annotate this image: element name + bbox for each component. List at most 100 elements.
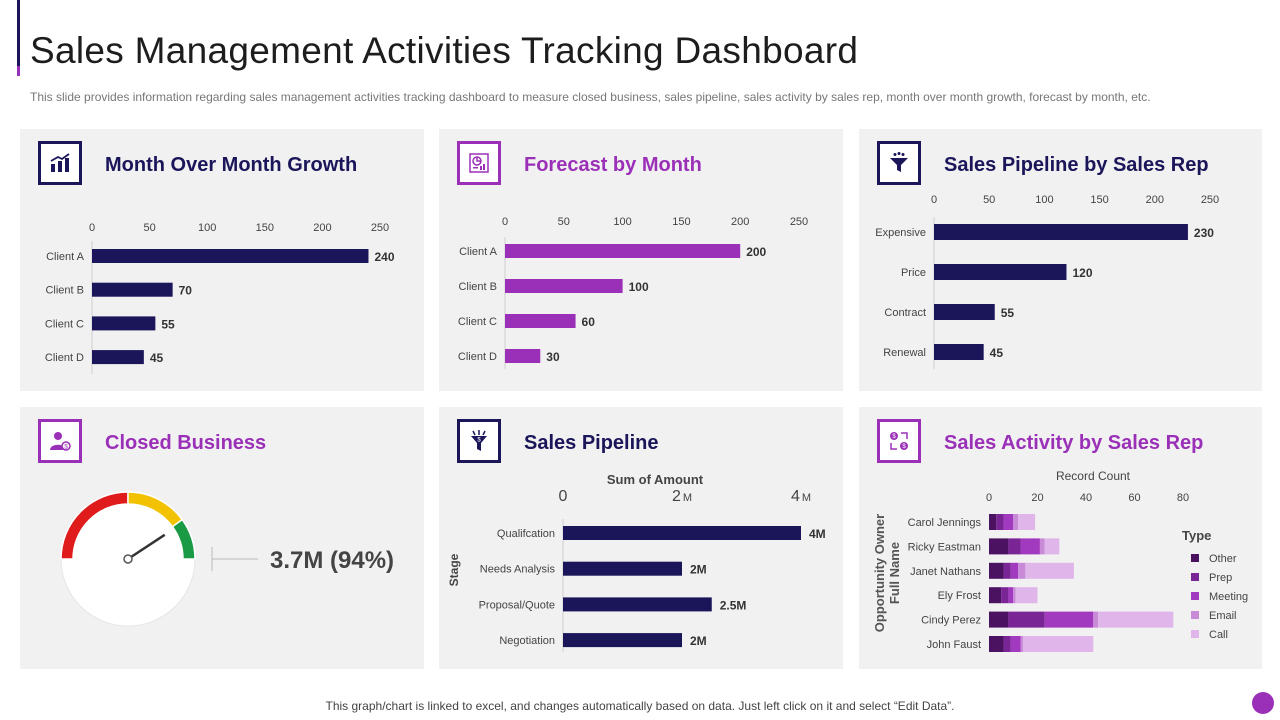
funnel-icon — [877, 141, 921, 185]
category-label: Needs Analysis — [480, 564, 556, 576]
x-tick-label: 0 — [502, 216, 508, 228]
stacked-bar-segment — [989, 587, 1002, 604]
legend-swatch — [1191, 592, 1199, 600]
stacked-bar-segment — [1044, 611, 1094, 628]
panel-pipeline-by-rep: Sales Pipeline by Sales Rep 0 50 100 150 200… — [859, 129, 1262, 391]
value-label: 2M — [690, 563, 707, 577]
panel-forecast: Forecast by Month 0 50 100 150 200 250 Client … — [439, 129, 843, 391]
stacked-bar-segment — [989, 514, 997, 530]
bar — [92, 316, 156, 331]
bar — [934, 304, 995, 320]
category-label: Client D — [458, 351, 497, 363]
value-label: 55 — [1001, 306, 1015, 320]
bar — [505, 244, 741, 258]
chart-report-icon — [457, 141, 501, 185]
stacked-bar-segment — [1003, 562, 1011, 579]
value-label: 30 — [546, 350, 560, 364]
x-tick-label: 200 — [731, 216, 749, 228]
category-label: Expensive — [875, 227, 926, 239]
stacked-bar-segment — [1020, 538, 1040, 555]
x-tick-label: 50 — [558, 216, 570, 228]
category-label: Carol Jennings — [908, 517, 982, 529]
dollar-exchange-icon: $ $ — [877, 419, 921, 463]
panel-title-mom: Month Over Month Growth — [105, 154, 358, 176]
svg-text:$: $ — [477, 438, 481, 444]
page-title: Sales Management Activities Tracking Das… — [30, 30, 859, 71]
category-label: Qualifcation — [497, 528, 555, 540]
value-label: 230 — [1194, 226, 1214, 240]
legend-label: Meeting — [1209, 591, 1248, 603]
title-accent-bar-purple — [17, 66, 20, 76]
bar — [934, 224, 1188, 240]
category-label: Price — [901, 267, 926, 279]
funnel-dollar-icon: $ — [457, 419, 501, 463]
stacked-bar-segment — [1098, 611, 1174, 628]
stacked-bar-segment — [1008, 587, 1014, 604]
panel-sales-pipeline: $ Sales Pipeline Sum of Amount 0 2 M 4 M Stage… — [439, 407, 843, 669]
stacked-bar-segment — [1013, 514, 1019, 530]
value-label: 240 — [374, 250, 394, 264]
title-accent-bar — [17, 0, 20, 66]
x-tick-label: 0 — [559, 488, 568, 505]
category-label: Cindy Perez — [921, 615, 981, 627]
x-tick-label: 60 — [1128, 492, 1140, 504]
category-label: Negotiation — [499, 635, 555, 647]
closed-business-value: 3.7M (94%) — [270, 547, 395, 574]
svg-text:$: $ — [892, 434, 896, 440]
category-label: Ely Frost — [938, 590, 981, 602]
stacked-bar-segment — [989, 636, 1004, 652]
value-label: 200 — [746, 245, 766, 259]
chart-title: Record Count — [1056, 469, 1131, 483]
x-tick-label: 150 — [256, 222, 274, 234]
category-label: Renewal — [883, 347, 926, 359]
chart-pipeline-rep: 0 50 100 150 200 250 Expensive 230 Price 120 Contr… — [875, 194, 1219, 369]
footer-note: This graph/chart is linked to excel, and… — [325, 699, 955, 713]
chart-activity: Record Count 0 20 40 60 80 Opportunity OwnerFu… — [872, 469, 1248, 652]
value-label: 2M — [690, 634, 707, 648]
category-label: Client C — [458, 316, 497, 328]
category-label: Client C — [45, 318, 84, 330]
panel-closed-business: $ Closed Business 3.7M (94%) — [20, 407, 424, 669]
x-tick-label: 0 — [89, 222, 95, 234]
stacked-bar-segment — [1044, 538, 1060, 555]
panel-title-pipeline-rep: Sales Pipeline by Sales Rep — [944, 154, 1209, 176]
category-label: Client B — [45, 285, 84, 297]
x-tick-label: 0 — [931, 194, 937, 206]
bar — [505, 279, 623, 293]
value-label: 4M — [809, 527, 826, 541]
page-subtitle: This slide provides information regardin… — [30, 90, 1151, 104]
x-tick-label: 20 — [1031, 492, 1043, 504]
stacked-bar-segment — [1003, 636, 1011, 652]
gauge-needle — [127, 533, 166, 561]
user-money-icon: $ — [38, 419, 82, 463]
value-label: 45 — [990, 346, 1004, 360]
x-tick-label: 250 — [790, 216, 808, 228]
category-label: Client A — [46, 251, 85, 263]
bar — [505, 349, 541, 363]
bar — [563, 561, 682, 576]
bar-chart-icon — [38, 141, 82, 185]
x-tick-label: 200 — [313, 222, 331, 234]
x-tick-label: 100 — [613, 216, 631, 228]
stacked-bar-segment — [1003, 514, 1014, 530]
stacked-bar-segment — [1093, 611, 1099, 628]
x-tick-label: 40 — [1080, 492, 1092, 504]
legend-label: Prep — [1209, 572, 1232, 584]
category-label: Janet Nathans — [910, 566, 981, 578]
stacked-bar-segment — [989, 562, 1004, 579]
value-label: 120 — [1072, 266, 1092, 280]
bar — [92, 350, 144, 365]
category-label: Client A — [459, 246, 498, 258]
chart-gauge — [60, 491, 258, 627]
category-label: Contract — [884, 307, 926, 319]
chart-forecast: 0 50 100 150 200 250 Client A 200 Client B 100 Cli… — [458, 216, 808, 369]
bar — [505, 314, 576, 328]
stacked-bar-segment — [989, 538, 1009, 555]
stacked-bar-segment — [989, 611, 1009, 628]
panel-title-pipeline: Sales Pipeline — [524, 432, 659, 454]
stacked-bar-segment — [1022, 636, 1094, 652]
chart-mom: 0 50 100 150 200 250 Client A 240 Client B 70 Clie… — [45, 222, 395, 374]
legend-swatch — [1191, 554, 1199, 562]
category-label: John Faust — [927, 639, 981, 651]
